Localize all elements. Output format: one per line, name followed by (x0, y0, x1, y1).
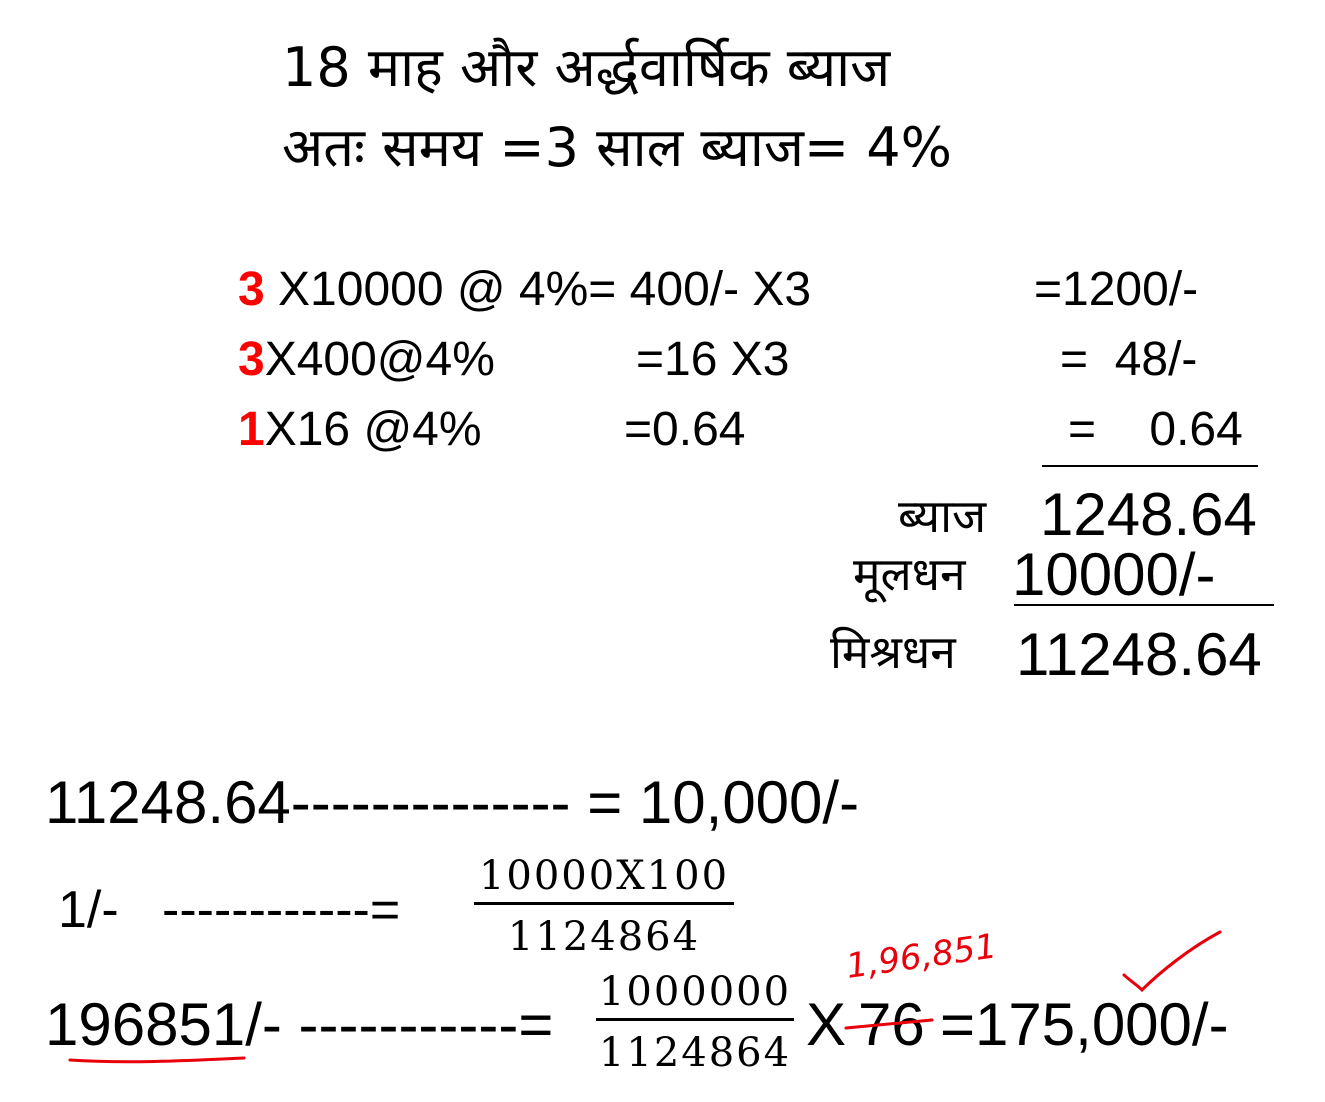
calc-row-1: 3 X10000 @ 4%= 400/- X3 (238, 262, 811, 317)
proportion-line-3-left: 196851/- -----------= (45, 991, 554, 1058)
fraction-1-bar (474, 902, 734, 905)
handwritten-value: 1,96,851 (844, 926, 999, 987)
proportion-line-2-left: 1/- ------------= (58, 881, 401, 939)
fraction-1: 10000X100 1124864 (474, 850, 734, 969)
title-line-2: अतः समय =3 साल ब्याज= 4% (282, 116, 952, 179)
amount-label: मिश्रधन (830, 625, 956, 679)
sum-rule-1 (1042, 465, 1258, 467)
fraction-2-bar (596, 1018, 794, 1021)
calc-row-3-expression: X16 @4% (264, 403, 482, 456)
struck-value: 76 (858, 991, 925, 1058)
fraction-1-denominator: 1124864 (507, 914, 701, 960)
fraction-2: 1000000 1124864 (596, 966, 794, 1085)
amount-value: 11248.64 (1016, 621, 1262, 688)
proportion-line-1: 11248.64-------------- = 10,000/- (45, 769, 860, 836)
calc-row-2-multiplier: 3 (238, 333, 265, 386)
fraction-2-denominator: 1124864 (598, 1030, 792, 1076)
calc-row-3-mid: =0.64 (624, 403, 746, 456)
principal-value: 10000/- (1012, 541, 1216, 608)
calc-row-3: 1X16 @4% (238, 402, 482, 457)
fraction-1-numerator: 10000X100 (478, 853, 730, 899)
title-line-1: 18 माह और अर्द्धवार्षिक ब्याज (282, 36, 891, 99)
principal-label: मूलधन (853, 547, 966, 601)
times-sign: X (806, 991, 847, 1058)
calc-row-1-result: =1200/- (1034, 263, 1199, 316)
calc-row-1-multiplier: 3 (238, 263, 265, 316)
calc-row-3-multiplier: 1 (238, 403, 265, 456)
calc-row-2-expression: X400@4% (264, 333, 495, 386)
interest-label: ब्याज (898, 489, 987, 543)
check-mark-icon (1122, 930, 1222, 993)
sum-rule-2 (1014, 604, 1274, 606)
fraction-2-numerator: 1000000 (598, 969, 792, 1015)
calc-row-1-expression: X10000 @ 4%= 400/- X3 (264, 263, 812, 316)
final-result: =175,000/- (940, 991, 1229, 1058)
interest-value: 1248.64 (1040, 481, 1257, 548)
calc-row-2: 3X400@4% (238, 332, 495, 387)
calc-row-3-result: = 0.64 (1068, 403, 1243, 456)
calc-row-2-mid: =16 X3 (636, 333, 790, 386)
calc-row-2-result: = 48/- (1060, 333, 1198, 386)
